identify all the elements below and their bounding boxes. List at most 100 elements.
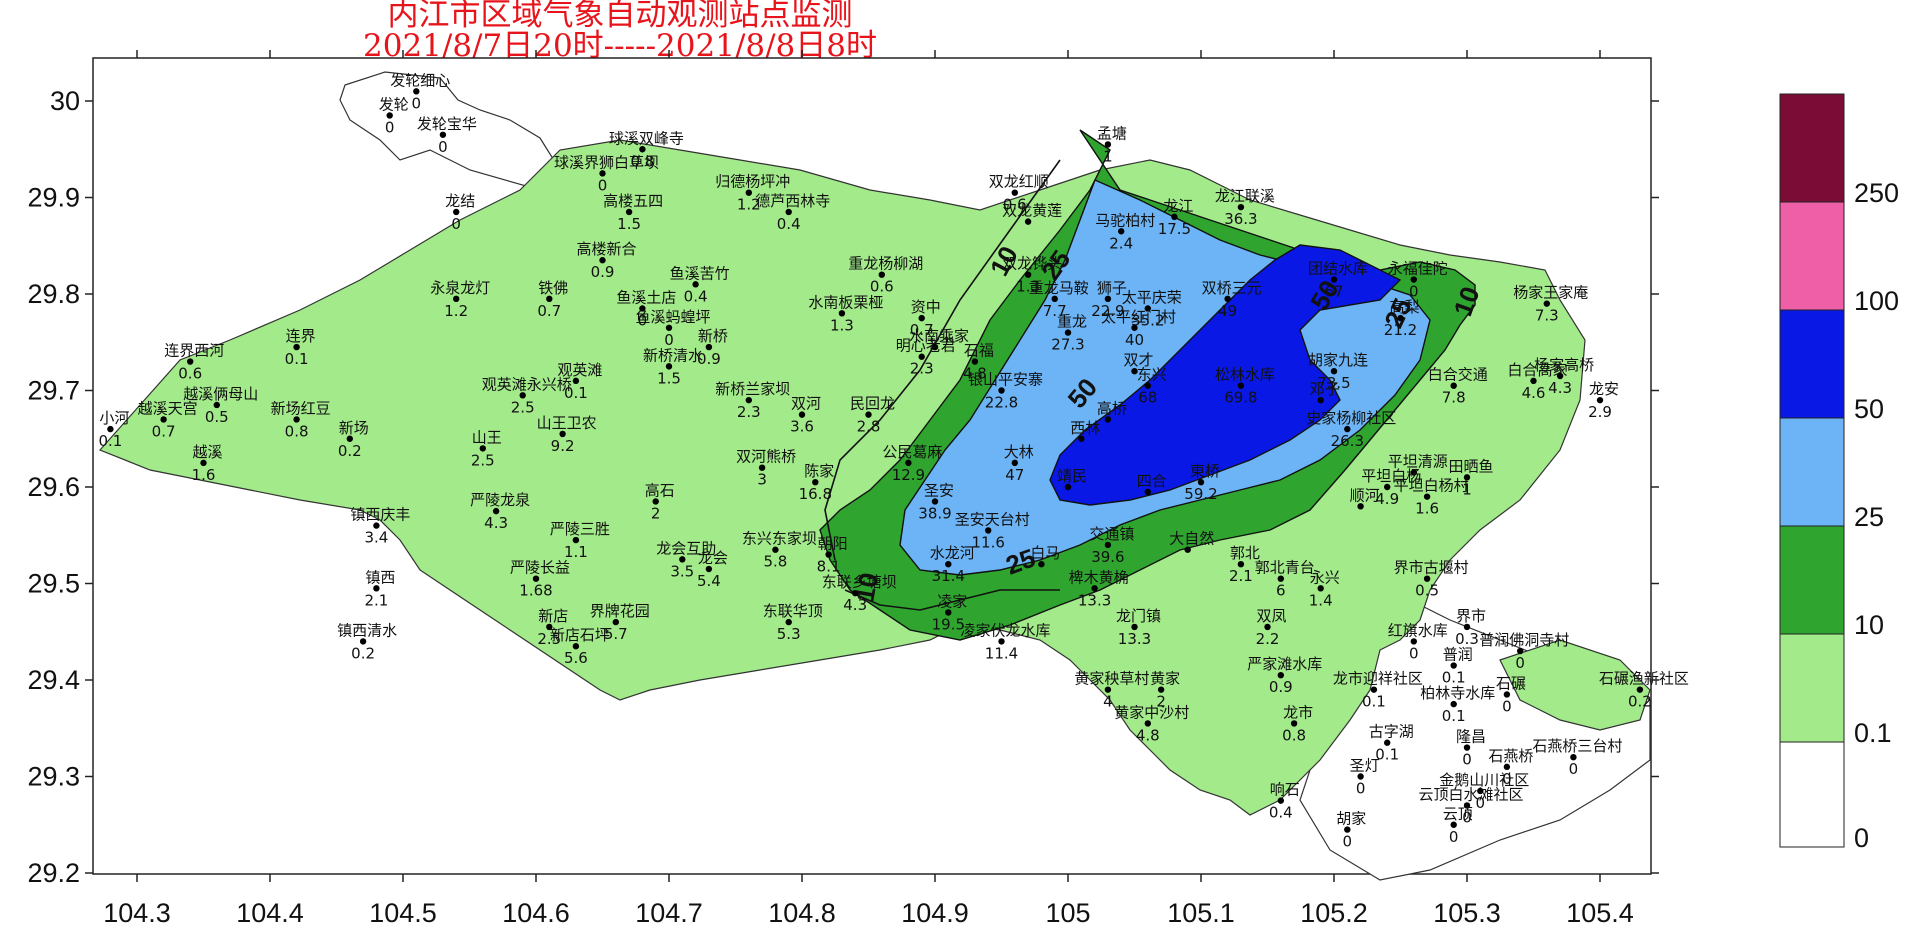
region-dark-blue	[1049, 244, 1402, 506]
station-name: 重龙马鞍	[1029, 279, 1089, 297]
station-dot	[532, 575, 540, 582]
x-tick-label: 105	[1045, 898, 1090, 928]
station-value: 40	[1125, 331, 1144, 349]
station-name: 田晒鱼	[1448, 457, 1493, 475]
station-dot	[1384, 739, 1391, 746]
station-name: 水南乘家	[909, 327, 969, 345]
station-name: 白合高家	[1507, 361, 1567, 379]
station-dot	[1543, 300, 1551, 307]
station-value: 0.2	[338, 442, 362, 460]
station-name: 发轮宝华	[417, 115, 477, 133]
station-dot	[1237, 382, 1245, 389]
station-name: 普润	[1443, 646, 1473, 664]
station-value: 0	[1449, 828, 1459, 846]
station-value: 0.1	[98, 432, 122, 450]
station-value: 0.3	[1455, 630, 1479, 648]
region-light-green-east	[1499, 639, 1651, 731]
station-dot	[1131, 324, 1138, 331]
station-dot	[1410, 469, 1418, 476]
station-dot	[1370, 686, 1378, 693]
station-name: 东兴东家坝	[742, 530, 817, 548]
station-name: 大自然	[1169, 530, 1214, 548]
station-name: 東桥	[1190, 462, 1220, 480]
station-value: 4.8	[1136, 726, 1160, 744]
legend-swatch	[1779, 309, 1845, 419]
station-value: 0.4	[1269, 804, 1293, 822]
station-name: 龙江	[1163, 197, 1193, 215]
station-dot	[1011, 189, 1018, 196]
station-dot	[1104, 541, 1112, 549]
station-value: 21.2	[1384, 321, 1417, 339]
station-dot	[200, 459, 207, 467]
station-name: 永兴	[1310, 568, 1340, 586]
station-dot	[1397, 314, 1404, 322]
station-dot	[1463, 474, 1471, 481]
station-dot	[758, 464, 766, 471]
station-name: 东兴	[1137, 366, 1167, 384]
station-name: 石燕桥三台村	[1532, 737, 1622, 755]
station-name: 高石	[645, 481, 675, 499]
station-name: 太平庆荣	[1122, 288, 1182, 306]
station-dot	[373, 522, 380, 529]
x-tick-label: 104.9	[901, 898, 969, 928]
station-name: 重龙	[1057, 313, 1087, 331]
station-name: 郭北青台	[1255, 559, 1315, 577]
station-name: 太平红门村	[1101, 308, 1176, 326]
station-dot	[373, 585, 380, 592]
station-dot	[1570, 754, 1577, 761]
legend-label: 0	[1854, 823, 1869, 853]
station-dot	[1184, 546, 1191, 553]
station-dot	[1237, 203, 1245, 211]
x-tick-label: 105.2	[1300, 898, 1368, 928]
station-dot	[453, 208, 460, 216]
x-tick-label: 105.4	[1566, 898, 1634, 928]
station-dot	[1171, 213, 1178, 220]
station-value: 3.4	[364, 529, 388, 547]
station-value: 3.5	[670, 562, 694, 580]
station-value: 5.4	[697, 572, 721, 590]
station-name: 球溪界狮白草坝	[554, 153, 659, 171]
station-value: 27.3	[1051, 336, 1084, 354]
station-name: 椑木黄桷	[1069, 568, 1129, 586]
station-name: 新桥清水	[643, 346, 703, 364]
station-name: 公民葛麻	[882, 443, 942, 461]
station-name: 严陵长益	[510, 559, 570, 577]
station-value: 2.3	[910, 360, 934, 378]
x-tick-label: 104.7	[635, 898, 703, 928]
station-value: 2.4	[1109, 234, 1133, 252]
legend-label: 0.1	[1854, 718, 1892, 748]
station-value: 26.3	[1331, 432, 1364, 450]
station-dot	[1104, 416, 1112, 423]
station-dot	[1410, 638, 1418, 645]
station-name: 观英滩	[557, 361, 602, 379]
station-name: 双凤	[1256, 607, 1286, 625]
station-value: 4.8	[963, 365, 987, 383]
station-name: 龙结	[445, 192, 475, 210]
map-title: 内江市区域气象自动观测站点监测 2021/8/7日20时-----2021/8/…	[0, 0, 1240, 62]
station-name: 鱼溪蚂蝗坪	[635, 308, 710, 326]
station-name: 双河熊桥	[736, 448, 796, 466]
station-value: 1.5	[657, 369, 681, 387]
station-value: 0.8	[1282, 726, 1306, 744]
station-value: 69.8	[1224, 389, 1257, 407]
station-dot	[1556, 372, 1564, 380]
station-dot	[1144, 488, 1152, 496]
legend-label: 25	[1854, 502, 1884, 532]
station-name: 胡家	[1336, 810, 1366, 828]
station-name: 龙市迎祥社区	[1333, 670, 1423, 688]
station-value: 0.7	[152, 422, 176, 440]
station-dot	[572, 377, 580, 385]
station-value: 68	[1138, 389, 1157, 407]
station-value: 11.6	[971, 533, 1004, 551]
station-dot	[1277, 671, 1285, 679]
station-name: 水南板栗桠	[808, 293, 883, 311]
station-name: 圣灯	[1350, 757, 1380, 775]
station-name: 高楼新合	[576, 240, 636, 258]
station-value: 13.3	[1118, 630, 1151, 648]
station-dot	[945, 609, 952, 616]
station-value: 2	[651, 504, 661, 522]
station-dot	[1264, 623, 1271, 631]
station-dot	[878, 271, 885, 278]
station-name: 狮子	[1097, 279, 1127, 297]
station-name: 界牌花园	[590, 602, 650, 620]
